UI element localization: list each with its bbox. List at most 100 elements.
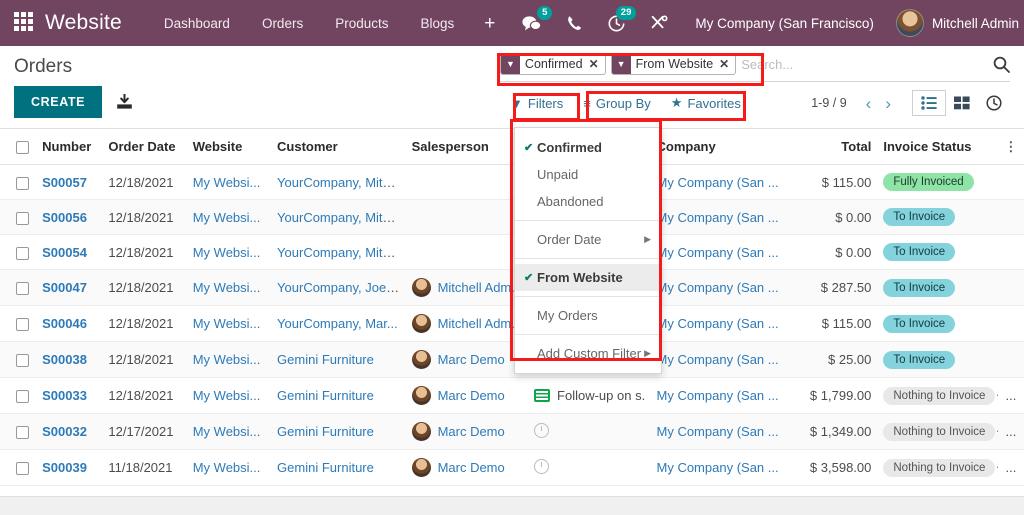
company-switcher[interactable]: My Company (San Francisco) xyxy=(695,15,874,31)
cell-salesperson-wrap: Marc Demo xyxy=(405,377,529,415)
row-checkbox[interactable] xyxy=(15,211,29,225)
table-row[interactable]: S00038 12/18/2021 My Websi... Gemini Furnit… xyxy=(0,341,1024,379)
table-row[interactable]: S00054 12/18/2021 My Websi... YourCompany, … xyxy=(0,234,1024,271)
cell-total: $ 115.00 xyxy=(821,316,872,332)
cell-number[interactable]: S00057 xyxy=(42,174,87,190)
cell-number[interactable]: S00033 xyxy=(42,388,87,404)
activity-clock-icon[interactable] xyxy=(534,458,550,474)
table-row[interactable]: S00056 12/18/2021 My Websi... YourCompany, … xyxy=(0,199,1024,236)
cell-number[interactable]: S00056 xyxy=(42,209,87,225)
table-row[interactable]: S00046 12/18/2021 My Websi... YourCompany, … xyxy=(0,305,1024,343)
facet-label: From Website xyxy=(635,57,714,71)
filter-option-unpaid[interactable]: Unpaid xyxy=(515,161,661,188)
row-checkbox[interactable] xyxy=(15,390,29,404)
row-checkbox[interactable] xyxy=(15,282,29,296)
kanban-view-icon[interactable] xyxy=(946,91,978,115)
row-select-cell[interactable] xyxy=(0,377,37,415)
filters-button[interactable]: ▼ Filters xyxy=(500,92,573,115)
search-input[interactable] xyxy=(741,56,985,72)
row-select-cell[interactable] xyxy=(0,269,37,307)
cell-website: My Websi... xyxy=(192,244,261,260)
row-select-cell[interactable] xyxy=(0,234,37,271)
row-checkbox[interactable] xyxy=(15,462,29,476)
cell-salesperson: Marc Demo xyxy=(437,460,505,476)
row-checkbox[interactable] xyxy=(15,318,29,332)
row-select-cell[interactable] xyxy=(0,413,37,451)
cell-customer: YourCompany, Mar... xyxy=(277,316,398,332)
search-area: ▼ Confirmed ✕ ▼ From Website ✕ ▼ Filters xyxy=(500,52,1024,116)
table-row[interactable]: S00033 12/18/2021 My Websi... Gemini Furnit… xyxy=(0,377,1024,415)
messages-icon[interactable]: 5 xyxy=(509,0,554,46)
column-header-customer[interactable]: Customer xyxy=(271,129,406,166)
filter-option-abandoned[interactable]: Abandoned xyxy=(515,188,661,215)
status-badge: To Invoice xyxy=(883,208,956,227)
action-row: CREATE xyxy=(0,86,1024,128)
menu-item-dashboard[interactable]: Dashboard xyxy=(163,15,230,31)
activity-clock-icon[interactable] xyxy=(534,422,550,438)
select-all-checkbox[interactable] xyxy=(15,141,29,155)
cell-number[interactable]: S00032 xyxy=(42,424,87,440)
create-button[interactable]: CREATE xyxy=(14,86,103,118)
pager-previous-icon[interactable]: ‹ xyxy=(865,93,872,113)
pager-next-icon[interactable]: › xyxy=(885,93,891,113)
developer-tools-icon[interactable] xyxy=(638,0,681,46)
search-icon[interactable] xyxy=(985,56,1010,73)
column-header-website[interactable]: Website xyxy=(186,129,272,166)
facet-from-website[interactable]: ▼ From Website ✕ xyxy=(610,53,737,75)
cell-customer: Gemini Furniture xyxy=(277,352,374,368)
table-row[interactable]: S00039 11/18/2021 My Websi... Gemini Furnit… xyxy=(0,449,1024,487)
row-checkbox[interactable] xyxy=(15,246,29,260)
apps-grid-icon[interactable] xyxy=(14,12,33,34)
cell-number[interactable]: S00054 xyxy=(42,244,87,260)
search-bar[interactable]: ▼ Confirmed ✕ ▼ From Website ✕ xyxy=(500,52,1010,82)
filter-option-confirmed[interactable]: ✔ Confirmed xyxy=(515,134,661,161)
facet-confirmed[interactable]: ▼ Confirmed ✕ xyxy=(500,53,606,75)
menu-item-products[interactable]: Products xyxy=(335,15,389,31)
filter-option-from-website[interactable]: ✔ From Website xyxy=(515,264,661,291)
table-row[interactable]: S00032 12/17/2021 My Websi... Gemini Furnit… xyxy=(0,413,1024,451)
cell-order-date: 12/18/2021 xyxy=(108,280,174,296)
activity-view-icon[interactable] xyxy=(978,90,1010,116)
main-menu: Dashboard Orders Products Blogs + xyxy=(148,10,509,37)
activity-email-icon[interactable] xyxy=(534,389,551,403)
cell-number[interactable]: S00039 xyxy=(42,460,87,476)
column-header-invoice-status[interactable]: Invoice Status xyxy=(877,129,998,166)
cell-number[interactable]: S00046 xyxy=(42,316,87,332)
menu-item-orders[interactable]: Orders xyxy=(261,15,304,31)
filter-option-order-date[interactable]: Order Date ▶ xyxy=(515,226,661,253)
menu-item-blogs[interactable]: Blogs xyxy=(420,15,455,31)
user-menu[interactable]: Mitchell Admin xyxy=(888,9,1019,37)
activities-clock-icon[interactable]: 29 xyxy=(595,0,638,46)
list-view-icon[interactable] xyxy=(912,90,946,116)
column-header-total[interactable]: Total xyxy=(791,129,878,166)
row-select-cell[interactable] xyxy=(0,164,37,201)
column-options-icon[interactable]: ⋮ xyxy=(997,129,1024,166)
row-checkbox[interactable] xyxy=(15,426,29,440)
table-row[interactable]: S00057 12/18/2021 My Websi... YourCompany, … xyxy=(0,164,1024,201)
column-header-company[interactable]: Company xyxy=(650,129,792,166)
app-brand-title[interactable]: Website xyxy=(45,11,122,34)
cell-number[interactable]: S00047 xyxy=(42,280,87,296)
filter-option-label: Confirmed xyxy=(537,140,602,155)
plus-icon[interactable]: + xyxy=(484,12,496,34)
facet-remove-icon[interactable]: ✕ xyxy=(588,57,599,71)
cell-website: My Websi... xyxy=(192,280,261,296)
row-select-cell[interactable] xyxy=(0,341,37,379)
import-icon[interactable] xyxy=(116,94,133,110)
column-header-order-date[interactable]: Order Date xyxy=(102,129,187,166)
group-by-button[interactable]: ≡ Group By xyxy=(573,92,661,115)
facet-remove-icon[interactable]: ✕ xyxy=(719,57,730,71)
column-header-salesperson[interactable]: Salesperson xyxy=(405,129,529,166)
row-checkbox[interactable] xyxy=(15,354,29,368)
row-select-cell[interactable] xyxy=(0,449,37,487)
cell-number[interactable]: S00038 xyxy=(42,352,87,368)
favorites-button[interactable]: ★ Favorites xyxy=(661,91,751,115)
row-checkbox[interactable] xyxy=(15,176,29,190)
row-select-cell[interactable] xyxy=(0,305,37,343)
phone-icon[interactable] xyxy=(554,0,595,46)
table-row[interactable]: S00047 12/18/2021 My Websi... YourCompany, … xyxy=(0,269,1024,307)
filter-option-my-orders[interactable]: My Orders xyxy=(515,302,661,329)
filter-option-add-custom-filter[interactable]: Add Custom Filter ▶ xyxy=(515,340,661,367)
column-header-number[interactable]: Number xyxy=(36,129,103,166)
row-select-cell[interactable] xyxy=(0,199,37,236)
